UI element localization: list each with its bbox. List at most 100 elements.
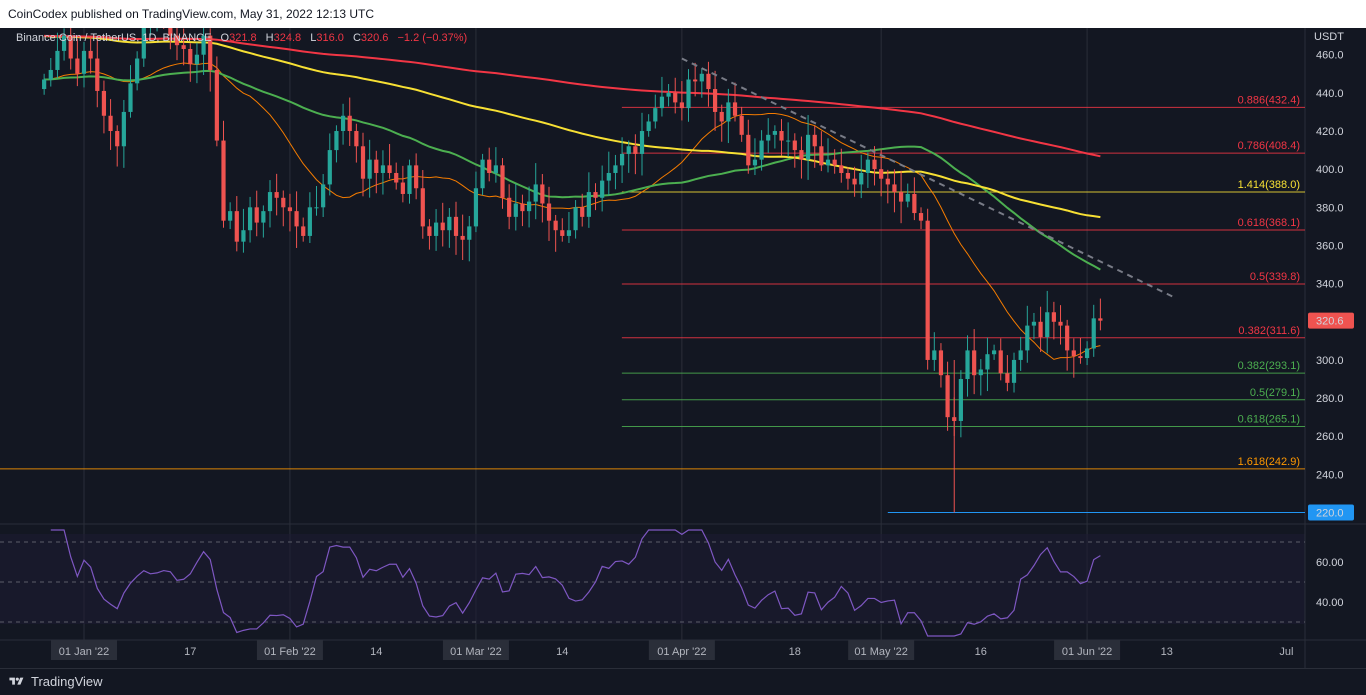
candle-down: [108, 115, 113, 132]
candle-down: [168, 28, 173, 36]
candle-down: [540, 184, 545, 204]
rsi-line: [50, 529, 1101, 637]
candle-down: [839, 165, 844, 173]
current-price-tag: [1308, 312, 1354, 329]
ma-20-line: [44, 62, 1101, 360]
candle-up: [726, 102, 731, 122]
date-tick-label: 01 Jun '22: [1062, 646, 1112, 658]
candle-down: [394, 172, 399, 183]
candle-down: [414, 165, 419, 189]
rsi-tick-label: 40.00: [1316, 597, 1344, 609]
candle-up: [367, 159, 372, 179]
date-tick-label: 14: [370, 646, 382, 658]
ma-100-line: [44, 35, 1101, 219]
candle-up: [566, 230, 572, 236]
candle-down: [1058, 321, 1063, 326]
month-label-box: [648, 640, 715, 660]
candle-up: [759, 140, 764, 160]
candle-up: [121, 111, 126, 147]
fib-level-label: 0.786(408.4): [1238, 140, 1300, 152]
candle-up: [513, 203, 518, 217]
candle-up: [314, 207, 319, 209]
candle-down: [274, 192, 279, 198]
candle-up: [766, 134, 771, 141]
price-tick-label: 420.0: [1316, 126, 1344, 138]
candle-up: [1084, 348, 1090, 359]
candle-up: [905, 193, 910, 202]
price-tick-label: 300.0: [1316, 355, 1344, 367]
rsi-background: [0, 534, 1305, 624]
candle-down: [287, 207, 293, 212]
candle-up: [533, 184, 538, 202]
tradingview-brand[interactable]: TradingView: [8, 674, 103, 689]
candle-up: [865, 159, 870, 173]
currency-label: USDT: [1314, 31, 1344, 43]
published-info: CoinCodex published on TradingView.com, …: [8, 7, 374, 21]
candle-up: [991, 350, 997, 355]
candle-down: [234, 211, 239, 242]
candle-up: [786, 140, 791, 142]
legend-change: −1.2 (−0.37%): [397, 32, 467, 44]
candle-down: [998, 350, 1003, 374]
candle-down: [732, 102, 738, 116]
candle-up: [1045, 312, 1050, 338]
candle-down: [181, 45, 186, 49]
fib-level-label: 1.414(388.0): [1238, 179, 1300, 191]
price-tick-label: 440.0: [1316, 88, 1344, 100]
candle-down: [553, 220, 558, 231]
candle-up: [1025, 325, 1030, 351]
candle-down: [679, 102, 684, 109]
candle-up: [1011, 359, 1017, 383]
candle-down: [1065, 325, 1070, 351]
candle-up: [194, 54, 200, 65]
fib-level-label: 0.382(293.1): [1238, 360, 1300, 372]
candle-up: [573, 207, 578, 231]
legend-close-label: C: [353, 32, 361, 44]
legend-close: 320.6: [361, 32, 389, 44]
candle-up: [639, 131, 645, 154]
candle-up: [327, 150, 332, 185]
price-tick-label: 380.0: [1316, 202, 1344, 214]
candle-up: [467, 226, 472, 240]
date-tick-label: 01 May '22: [854, 646, 907, 658]
candle-up: [985, 354, 990, 370]
tradingview-wordmark: TradingView: [31, 674, 103, 689]
support-price-tag: [1308, 504, 1354, 521]
candle-up: [241, 230, 246, 242]
candle-down: [221, 140, 226, 221]
month-label-box: [51, 640, 117, 660]
footer-bar: TradingView: [0, 668, 1366, 695]
candle-up: [600, 180, 605, 198]
candle-up: [473, 188, 479, 227]
candle-down: [208, 35, 213, 70]
candle-up: [859, 172, 864, 185]
rsi-pane: 40.00 60.00: [0, 529, 1344, 637]
legend-low: 316.0: [316, 32, 344, 44]
candle-down: [872, 159, 877, 170]
date-tick-label: 14: [556, 646, 568, 658]
ma-50-line: [44, 69, 1101, 271]
trendline: [681, 57, 1174, 298]
candle-up: [55, 50, 60, 70]
date-tick-label: 17: [184, 646, 196, 658]
candle-down: [819, 146, 824, 166]
legend-high-label: H: [266, 32, 274, 44]
candle-down: [799, 150, 804, 160]
candle-down: [633, 146, 638, 154]
candle-up: [1031, 321, 1037, 326]
candle-down: [440, 222, 445, 231]
candle-down: [374, 159, 379, 173]
candle-down: [925, 220, 930, 360]
candle-up: [978, 369, 983, 376]
candle-down: [1071, 350, 1076, 357]
ohlc-legend: Binance Coin / TetherUS, 1D, BINANCE O32…: [16, 32, 467, 44]
ma-200-line: [44, 34, 1101, 158]
candle-down: [347, 115, 352, 132]
date-tick-label: 01 Apr '22: [657, 646, 706, 658]
fib-level-label: 0.382(311.6): [1238, 325, 1300, 337]
candle-down: [845, 172, 851, 179]
candle-down: [885, 178, 890, 185]
candle-up: [48, 69, 53, 80]
candle-up: [1018, 350, 1023, 360]
price-chart[interactable]: 0.886(432.4) 0.786(408.4) 1.414(388.0) 0.61…: [0, 28, 1366, 668]
